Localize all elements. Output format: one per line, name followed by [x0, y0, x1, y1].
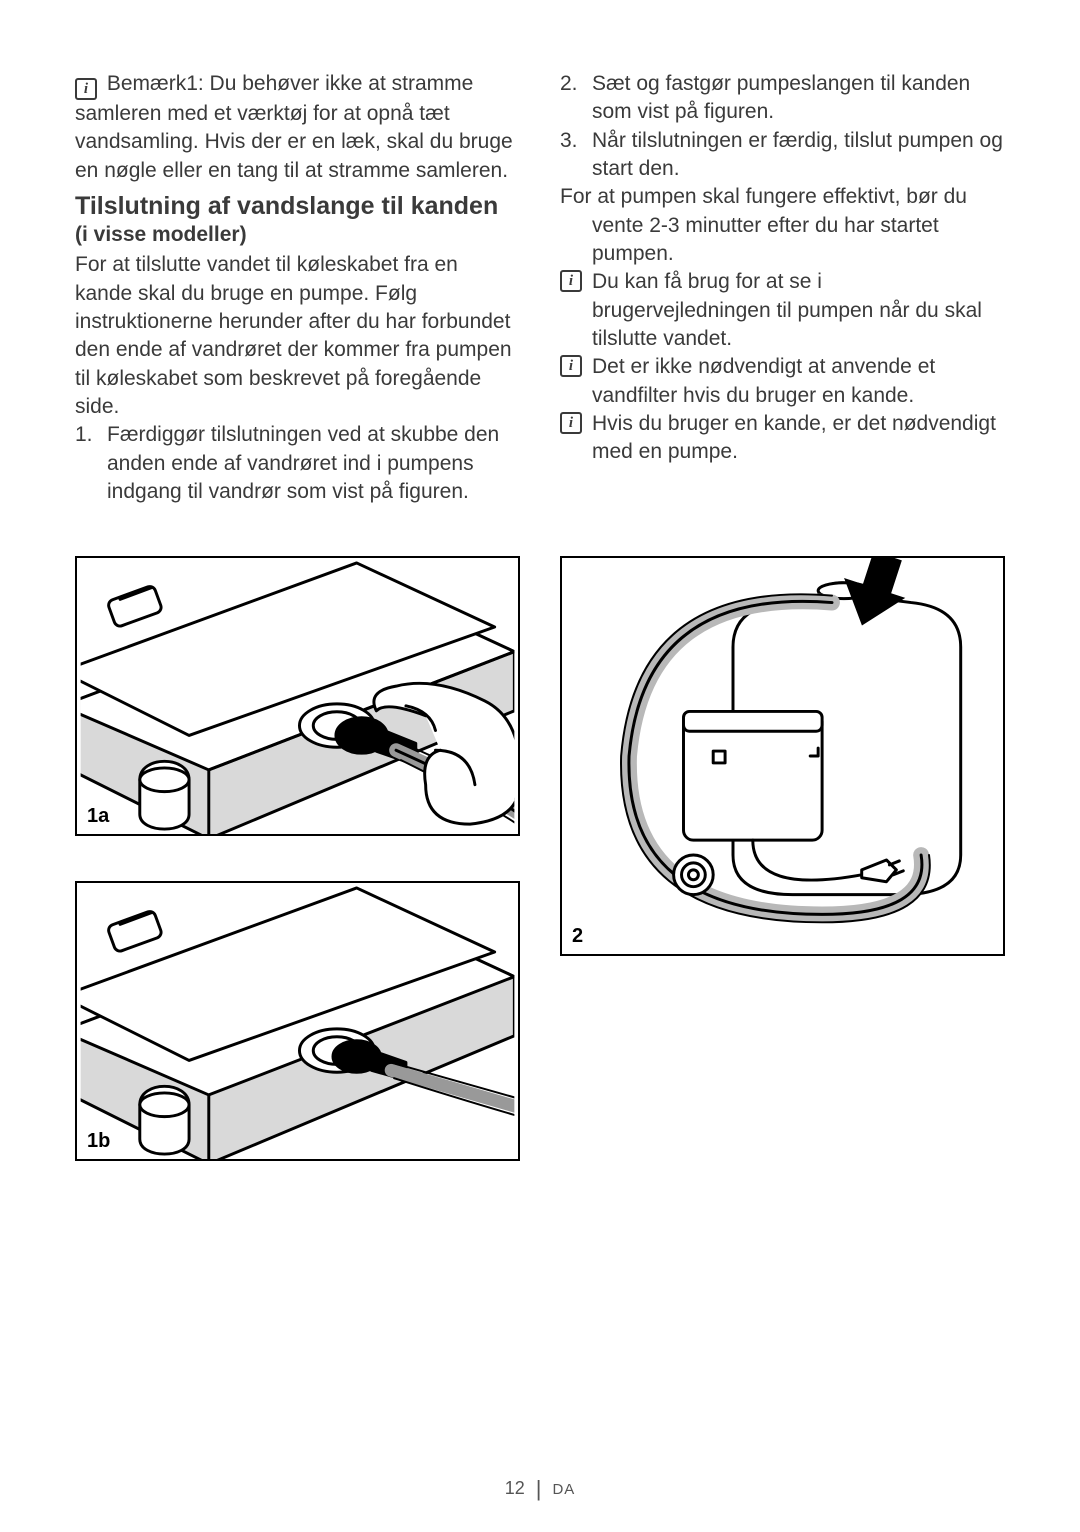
figure-2: 2 [560, 556, 1005, 956]
info-note-1: i Du kan få brug for at se i brugervejle… [560, 268, 1005, 353]
step-1-number: 1. [75, 421, 93, 449]
info-icon: i [560, 412, 582, 434]
step-3-text: Når tilslutningen er færdig, tilslut pum… [592, 129, 1003, 180]
effect-note: For at pumpen skal fungere effektivt, bø… [560, 183, 1005, 268]
step-1-text: Færdiggør tilslutningen ved at skubbe de… [107, 423, 499, 503]
step-2-number: 2. [560, 70, 578, 98]
step-2-text: Sæt og fastgør pumpeslangen til kanden s… [592, 72, 970, 123]
info-note-3-text: Hvis du bruger en kande, er det nødvendi… [592, 412, 996, 463]
figure-2-label: 2 [572, 925, 583, 948]
section-subheading: (i visse modeller) [75, 221, 520, 249]
page-number: 12 [505, 1478, 525, 1498]
right-column: 2. Sæt og fastgør pumpeslangen til kande… [560, 70, 1005, 506]
info-icon: i [75, 78, 97, 100]
step-1: 1. Færdiggør tilslutningen ved at skubbe… [75, 421, 520, 506]
diagram-2 [562, 558, 1003, 954]
figures-left-column: 1a [75, 556, 520, 1161]
info-note-1-text: Du kan få brug for at se i brugervejledn… [592, 270, 982, 350]
section-heading: Tilslutning af vandslange til kanden [75, 191, 520, 221]
figure-1b: 1b [75, 881, 520, 1161]
diagram-1a [77, 558, 518, 834]
figures-area: 1a [75, 556, 1005, 1161]
figure-1b-label: 1b [87, 1130, 110, 1153]
note-1: i Bemærk1: Du behøver ikke at stramme sa… [75, 70, 520, 185]
language-code: DA [552, 1481, 575, 1498]
step-2: 2. Sæt og fastgør pumpeslangen til kande… [560, 70, 1005, 127]
info-icon: i [560, 355, 582, 377]
info-note-2-text: Det er ikke nødvendigt at anvende et van… [592, 355, 935, 406]
diagram-1b [77, 883, 518, 1159]
figures-right-column: 2 [560, 556, 1005, 1161]
info-note-3: i Hvis du bruger en kande, er det nødven… [560, 410, 1005, 467]
figure-1a: 1a [75, 556, 520, 836]
page-footer: 12 | DA [0, 1476, 1080, 1502]
info-icon: i [560, 270, 582, 292]
footer-separator: | [536, 1476, 542, 1501]
figure-1a-label: 1a [87, 805, 109, 828]
note-1-label: Bemærk1: [107, 72, 204, 95]
info-note-2: i Det er ikke nødvendigt at anvende et v… [560, 353, 1005, 410]
left-column: i Bemærk1: Du behøver ikke at stramme sa… [75, 70, 520, 506]
step-3-number: 3. [560, 127, 578, 155]
intro-paragraph: For at tilslutte vandet til køleskabet f… [75, 251, 520, 421]
step-3: 3. Når tilslutningen er færdig, tilslut … [560, 127, 1005, 184]
